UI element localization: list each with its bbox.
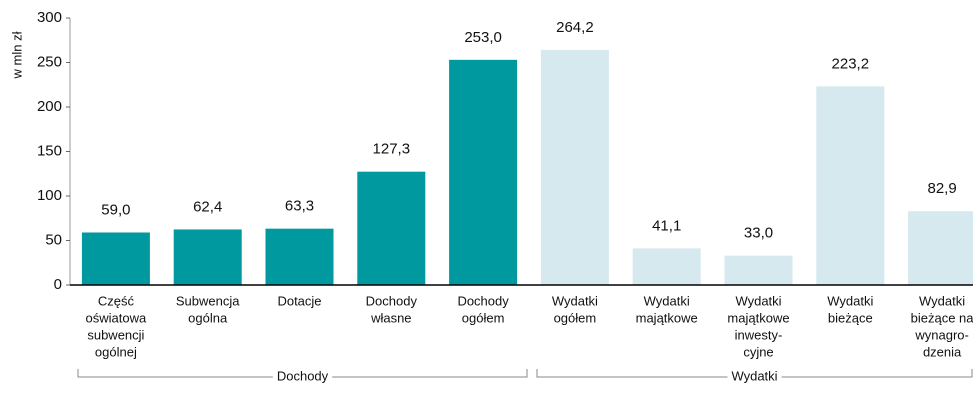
group-bracket — [77, 369, 528, 378]
x-tick-label: ogólnej — [95, 344, 137, 359]
x-tick-label: wynagro- — [914, 327, 968, 342]
y-tick-label: 0 — [54, 276, 62, 293]
bar — [173, 229, 242, 285]
group-label: Wydatki — [731, 368, 777, 383]
y-axis-label: w mln zł — [9, 31, 24, 79]
bar — [816, 86, 885, 286]
value-label: 82,9 — [927, 180, 956, 197]
bar — [265, 228, 334, 285]
x-tick-label: ogółem — [462, 310, 505, 325]
group-label: Dochody — [277, 368, 329, 383]
bar — [540, 49, 609, 285]
bar — [449, 59, 518, 285]
bar — [357, 171, 426, 285]
value-label: 63,3 — [285, 198, 314, 215]
y-tick-label: 250 — [37, 53, 62, 70]
x-tick-label: dzenia — [923, 344, 962, 359]
bar — [81, 232, 150, 285]
x-tick-label: Wydatki — [919, 293, 965, 308]
x-tick-label: subwencji — [87, 327, 144, 342]
bar — [908, 211, 973, 285]
value-label: 62,4 — [193, 198, 222, 215]
x-tick-label: cyjne — [743, 344, 773, 359]
x-tick-label: oświatowa — [86, 310, 147, 325]
y-tick-label: 150 — [37, 142, 62, 159]
x-tick-label: majątkowe — [636, 310, 698, 325]
x-tick-label: ogółem — [554, 310, 597, 325]
value-label: 264,2 — [556, 19, 594, 36]
x-tick-label: Dotacje — [277, 293, 321, 308]
y-tick-label: 50 — [45, 231, 62, 248]
x-tick-label: Wydatki — [827, 293, 873, 308]
value-label: 253,0 — [464, 29, 502, 46]
x-tick-label: ogólna — [188, 310, 228, 325]
y-tick-label: 100 — [37, 187, 62, 204]
x-tick-label: Wydatki — [644, 293, 690, 308]
bar — [632, 248, 701, 285]
value-label: 41,1 — [652, 217, 681, 234]
x-tick-label: Wydatki — [552, 293, 598, 308]
x-tick-label: Subwencja — [176, 293, 240, 308]
x-tick-label: majątkowe — [727, 310, 789, 325]
x-tick-label: bieżące — [828, 310, 873, 325]
value-label: 223,2 — [832, 55, 870, 72]
x-tick-label: Wydatki — [735, 293, 781, 308]
value-label: 127,3 — [373, 141, 411, 158]
y-tick-label: 300 — [37, 9, 62, 26]
y-tick-label: 200 — [37, 98, 62, 115]
bar — [724, 255, 793, 285]
x-tick-label: własne — [370, 310, 411, 325]
value-label: 59,0 — [101, 201, 130, 218]
x-tick-label: inwesty- — [735, 327, 783, 342]
x-tick-label: Dochody — [457, 293, 509, 308]
x-tick-label: Część — [98, 293, 135, 308]
group-bracket — [536, 369, 973, 378]
x-tick-label: bieżące na — [911, 310, 973, 325]
value-label: 33,0 — [744, 225, 773, 242]
x-tick-label: Dochody — [366, 293, 418, 308]
